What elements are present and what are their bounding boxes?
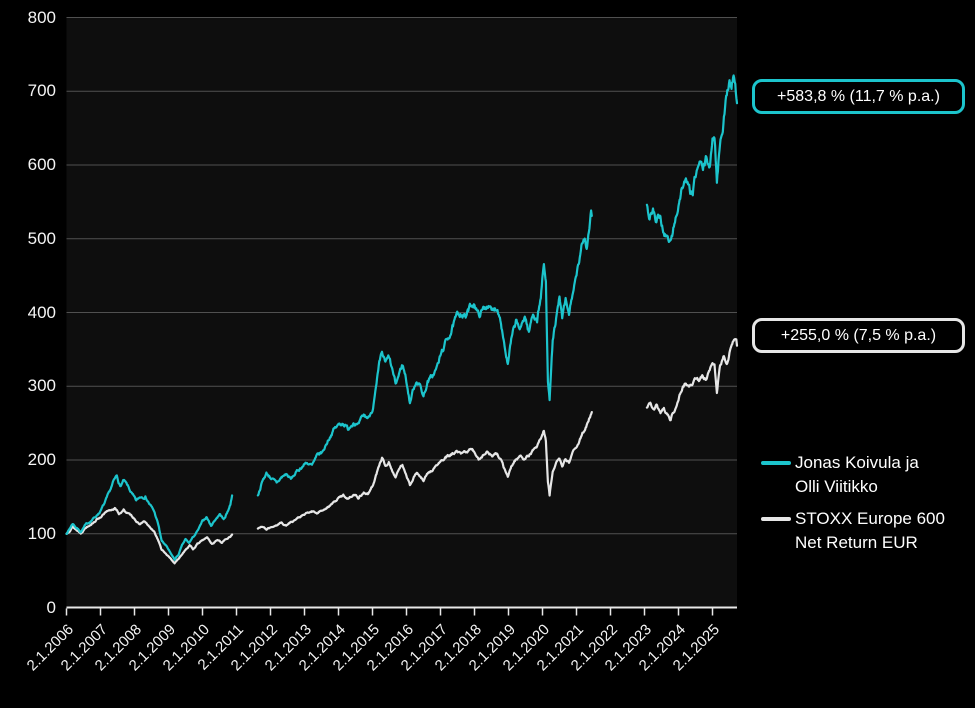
annotation-benchmark-return-text: +255,0 % (7,5 % p.a.): [780, 326, 937, 344]
benchmark-line-swatch: [761, 517, 791, 521]
legend-item-benchmark: STOXX Europe 600 Net Return EUR: [761, 507, 945, 555]
legend: Jonas Koivula ja Olli Viitikko STOXX Eur…: [761, 451, 945, 563]
y-axis-label: 100: [27, 523, 56, 543]
y-axis-label: 400: [27, 302, 56, 322]
legend-label-benchmark: STOXX Europe 600 Net Return EUR: [795, 507, 945, 555]
annotation-portfolio-return: +583,8 % (11,7 % p.a.): [752, 79, 965, 114]
y-axis-label: 500: [27, 228, 56, 248]
y-axis-label: 200: [27, 450, 56, 469]
y-axis-label: 600: [27, 155, 56, 174]
legend-label-benchmark-line2: Net Return EUR: [795, 533, 918, 552]
legend-label-portfolio: Jonas Koivula ja Olli Viitikko: [795, 451, 919, 499]
legend-label-portfolio-line1: Jonas Koivula ja: [795, 453, 919, 472]
legend-label-portfolio-line2: Olli Viitikko: [795, 477, 878, 496]
portfolio-line-swatch: [761, 461, 791, 465]
annotation-benchmark-return: +255,0 % (7,5 % p.a.): [752, 318, 965, 353]
legend-label-benchmark-line1: STOXX Europe 600: [795, 509, 945, 528]
y-axis-label: 800: [27, 7, 56, 27]
y-axis-label: 300: [27, 376, 56, 396]
annotation-portfolio-return-text: +583,8 % (11,7 % p.a.): [777, 87, 940, 105]
y-axis-label: 0: [46, 597, 56, 617]
y-axis-label: 700: [27, 81, 56, 101]
legend-item-portfolio: Jonas Koivula ja Olli Viitikko: [761, 451, 945, 499]
